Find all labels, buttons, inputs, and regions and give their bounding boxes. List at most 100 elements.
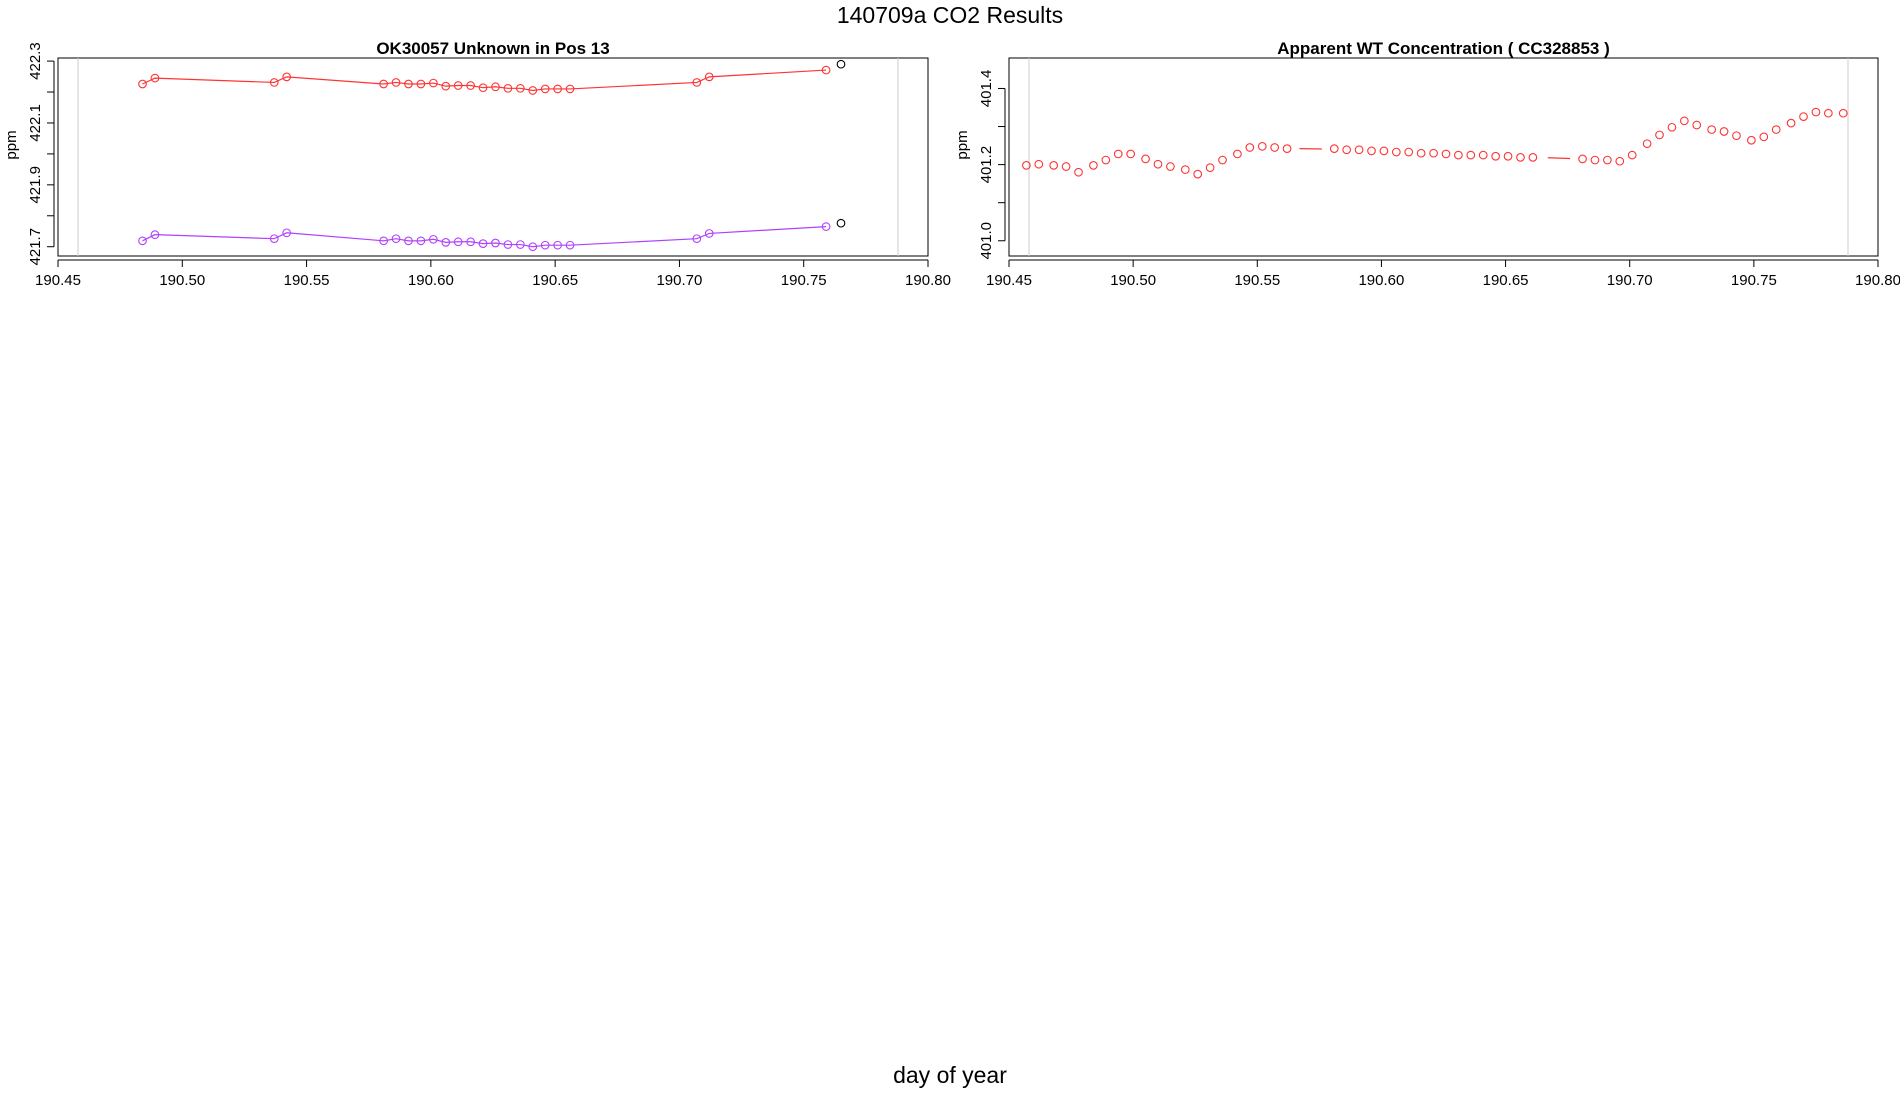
data-point bbox=[503, 83, 513, 93]
data-point bbox=[565, 240, 575, 250]
x-tick-label: 190.65 bbox=[532, 272, 578, 289]
data-point bbox=[836, 59, 846, 69]
y-tick-label: 422.3 bbox=[27, 42, 44, 80]
data-point bbox=[836, 218, 846, 228]
data-point bbox=[1578, 154, 1587, 164]
data-point bbox=[1034, 159, 1044, 169]
data-point bbox=[1441, 149, 1451, 159]
data-point bbox=[515, 240, 525, 249]
data-point bbox=[391, 234, 401, 244]
x-tick-label: 190.60 bbox=[1358, 272, 1404, 289]
data-point bbox=[1257, 141, 1267, 151]
data-point bbox=[1193, 169, 1203, 179]
x-tick-label: 190.65 bbox=[1483, 272, 1529, 289]
data-point bbox=[1615, 156, 1625, 166]
data-point bbox=[416, 236, 426, 246]
data-point bbox=[1799, 112, 1808, 121]
data-point bbox=[138, 79, 147, 89]
data-point bbox=[1590, 155, 1600, 165]
data-point bbox=[150, 73, 160, 83]
data-point bbox=[379, 236, 388, 246]
data-point bbox=[1466, 150, 1476, 160]
data-point bbox=[1404, 147, 1414, 157]
data-point bbox=[478, 83, 488, 93]
x-tick-label: 190.60 bbox=[408, 272, 454, 289]
y-tick-label: 421.7 bbox=[27, 228, 44, 266]
data-point bbox=[540, 240, 550, 250]
y-tick-label: 401.0 bbox=[978, 222, 995, 260]
data-point bbox=[1732, 131, 1741, 141]
data-point bbox=[138, 236, 147, 246]
data-point bbox=[1667, 122, 1677, 132]
data-point bbox=[491, 238, 500, 248]
x-tick-label: 190.80 bbox=[905, 272, 951, 289]
data-point bbox=[441, 81, 451, 91]
data-point bbox=[404, 79, 413, 89]
x-tick-label: 190.55 bbox=[284, 272, 330, 289]
data-point bbox=[1113, 149, 1123, 159]
data-point bbox=[404, 236, 413, 246]
data-point bbox=[282, 228, 292, 238]
data-point bbox=[478, 239, 488, 248]
data-point bbox=[1153, 159, 1163, 169]
data-point bbox=[553, 84, 562, 94]
data-point bbox=[1747, 135, 1756, 145]
data-point bbox=[1126, 149, 1136, 159]
data-point bbox=[1642, 139, 1652, 149]
y-tick-label: 401.2 bbox=[978, 146, 995, 184]
data-point bbox=[1416, 148, 1426, 158]
data-point bbox=[821, 222, 831, 231]
data-point bbox=[1528, 153, 1538, 162]
left-chart-panel: OK30057 Unknown in Pos 13 ppm 190.45 190.50… bbox=[3, 39, 951, 289]
y-axis-label: ppm bbox=[3, 130, 20, 159]
data-point bbox=[1218, 155, 1227, 165]
data-point bbox=[540, 84, 550, 94]
data-point bbox=[269, 78, 279, 87]
data-point bbox=[428, 234, 438, 244]
chart-title: Apparent WT Concentration ( CC328853 ) bbox=[1277, 39, 1610, 58]
y-tick-label: 401.4 bbox=[978, 70, 995, 108]
data-point bbox=[1166, 162, 1175, 171]
data-point bbox=[1061, 162, 1071, 171]
data-point bbox=[821, 65, 831, 75]
data-point bbox=[1759, 132, 1769, 142]
data-point bbox=[704, 229, 714, 238]
series-line bbox=[142, 226, 827, 248]
x-tick-label: 190.50 bbox=[159, 272, 205, 289]
data-point bbox=[1180, 165, 1190, 174]
data-point bbox=[1270, 143, 1280, 152]
x-tick-label: 190.75 bbox=[1731, 272, 1777, 289]
plot-frame bbox=[57, 57, 929, 257]
data-point bbox=[491, 82, 500, 92]
data-point bbox=[1692, 120, 1702, 130]
data-point bbox=[528, 242, 538, 252]
data-point bbox=[1101, 155, 1111, 165]
data-point bbox=[1811, 107, 1821, 117]
data-point bbox=[1503, 151, 1513, 161]
data-point bbox=[1478, 150, 1488, 160]
data-point bbox=[453, 237, 463, 247]
data-point bbox=[1823, 108, 1833, 118]
data-point bbox=[1342, 145, 1352, 155]
data-point bbox=[428, 78, 438, 88]
data-point bbox=[692, 78, 702, 87]
data-point bbox=[269, 234, 279, 244]
data-point bbox=[1838, 108, 1848, 118]
data-point bbox=[1354, 145, 1364, 155]
data-point bbox=[1141, 154, 1150, 164]
x-tick-label: 190.55 bbox=[1234, 272, 1280, 289]
x-tick-label: 190.45 bbox=[35, 272, 81, 289]
data-point bbox=[692, 234, 702, 244]
data-point bbox=[1089, 161, 1098, 170]
data-point bbox=[515, 83, 525, 93]
data-point bbox=[1603, 155, 1612, 165]
data-point bbox=[1786, 118, 1796, 128]
data-point bbox=[441, 238, 451, 247]
data-point bbox=[1454, 150, 1463, 160]
data-point bbox=[565, 84, 575, 94]
right-chart-panel: Apparent WT Concentration ( CC328853 ) pp… bbox=[954, 39, 1900, 289]
x-tick-label: 190.80 bbox=[1855, 272, 1900, 289]
chart-title: OK30057 Unknown in Pos 13 bbox=[376, 39, 609, 58]
data-point bbox=[1282, 144, 1292, 153]
data-point bbox=[1655, 130, 1664, 140]
